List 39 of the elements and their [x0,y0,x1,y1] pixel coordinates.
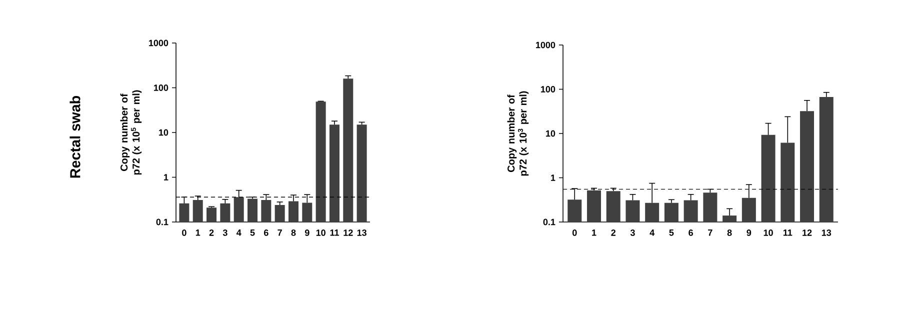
x-tick-label: 6 [688,230,693,236]
y-tick-label: 1 [164,174,168,180]
x-tick-label: 10 [764,230,773,236]
x-tick-label: 11 [783,230,792,236]
x-tick-label: 4 [650,230,655,236]
x-tick-label: 7 [278,230,282,236]
y-tick-label: 0.1 [156,218,168,226]
x-tick-label: 13 [357,230,366,236]
x-tick-label: 5 [250,230,255,236]
x-tick-label: 0 [572,230,577,236]
x-tick-label: 4 [236,230,242,236]
x-tick-label: 11 [330,230,339,236]
x-tick-label: 13 [822,230,832,236]
x-tick-label: 8 [727,230,732,236]
y-tick-label: 10 [546,130,556,137]
y-tick-label: 100 [541,86,556,92]
x-tick-label: 9 [304,230,310,236]
x-tick-label: 0 [182,230,186,236]
x-tick-label: 7 [708,230,712,236]
y-tick-label: 0.1 [543,218,556,226]
y-tick-label: 1000 [149,40,168,46]
x-tick-label: 10 [316,230,326,236]
text: Rectal swab [70,96,80,178]
y-tick-label: 100 [154,84,168,91]
y-tick-label: 1 [551,174,556,181]
x-tick-label: 5 [669,230,674,236]
x-tick-label: 3 [222,230,228,236]
x-tick-label: 1 [196,230,200,236]
x-tick-label: 3 [630,230,635,236]
y-tick-label: 1000 [536,42,556,48]
x-tick-label: 12 [802,230,812,236]
x-tick-label: 8 [291,230,296,236]
x-tick-label: 2 [611,230,616,236]
x-tick-label: 2 [209,230,214,236]
x-tick-label: 6 [264,230,268,236]
y-tick-label: 10 [159,129,168,136]
x-tick-label: 9 [746,230,752,236]
x-tick-label: 12 [344,230,353,236]
x-tick-label: 1 [592,230,596,236]
